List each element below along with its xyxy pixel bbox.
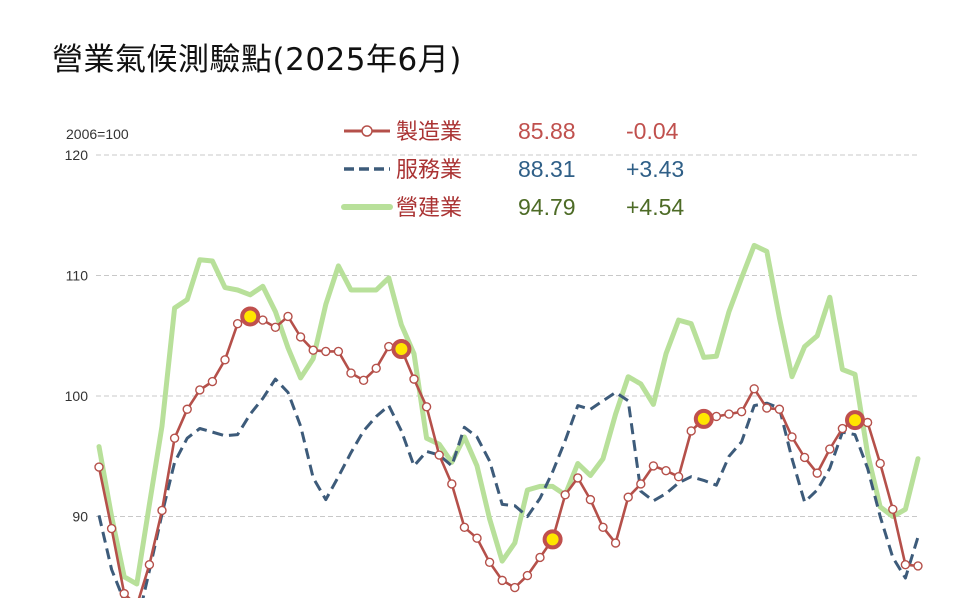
manufacturing-point (510, 582, 520, 593)
manufacturing-point (623, 492, 633, 502)
legend: 製造業 85.88 -0.04 服務業 88.31 +3.43 營建業 94.79 +4.54 (341, 118, 684, 221)
manufacturing-point (220, 355, 230, 365)
manufacturing-point (371, 363, 381, 373)
y-tick-label: 100 (65, 388, 89, 404)
manufacturing-point (585, 494, 596, 505)
manufacturing-point (283, 311, 293, 322)
manufacturing-point (913, 561, 923, 571)
y-tick-label: 120 (65, 147, 89, 163)
manufacturing-point (686, 426, 696, 436)
manufacturing-point (182, 404, 192, 414)
manufacturing-point (724, 409, 734, 419)
manufacturing-point (409, 374, 419, 384)
manufacturing-point (358, 375, 369, 386)
manufacturing-point (157, 505, 167, 516)
legend-series-change: +3.43 (626, 156, 684, 182)
manufacturing-point (648, 461, 659, 471)
manufacturing-point (636, 479, 646, 489)
manufacturing-point (169, 433, 180, 443)
manufacturing-point (598, 522, 608, 533)
manufacturing-point (497, 575, 507, 586)
manufacturing-point (661, 466, 671, 476)
y-axis-ticks: 120 110 100 90 (65, 147, 89, 525)
legend-series-change: +4.54 (626, 194, 684, 220)
manufacturing-point (195, 385, 205, 395)
manufacturing-point (270, 322, 281, 333)
manufacturing-point (799, 452, 810, 463)
manufacturing-point (837, 423, 848, 434)
gridlines (96, 154, 918, 517)
manufacturing-point (447, 479, 457, 489)
legend-series-name: 營建業 (396, 196, 462, 221)
manufacturing-point (421, 402, 432, 412)
manufacturing-point (673, 472, 684, 482)
series-layer (94, 242, 923, 598)
series-services-line (97, 377, 920, 598)
legend-series-value: 85.88 (518, 118, 576, 144)
manufacturing-point (749, 384, 759, 394)
manufacturing-point (119, 588, 129, 598)
manufacturing-point (321, 346, 331, 357)
manufacturing-point (522, 570, 533, 581)
legend-marker-manufacturing (361, 125, 373, 137)
series-construction-line (96, 242, 921, 587)
manufacturing-point (434, 450, 444, 460)
unit-label: 2006=100 (66, 126, 129, 142)
turning-point-marker (240, 306, 261, 327)
legend-series-change: -0.04 (626, 118, 679, 144)
series-manufacturing-line (97, 315, 919, 598)
y-tick-label: 90 (72, 509, 88, 525)
manufacturing-point (295, 332, 306, 342)
manufacturing-point (888, 504, 898, 514)
legend-series-name: 服務業 (396, 158, 462, 183)
manufacturing-point (573, 473, 583, 483)
manufacturing-point (774, 404, 785, 414)
manufacturing-point (308, 345, 318, 355)
turning-point-marker (542, 529, 563, 550)
manufacturing-point (610, 538, 621, 548)
manufacturing-point (787, 432, 797, 442)
y-tick-label: 110 (66, 268, 89, 284)
manufacturing-point (207, 376, 218, 387)
chart-title: 營業氣候測驗點(2025年6月) (52, 42, 462, 78)
manufacturing-point (736, 406, 747, 417)
turning-point-marker (391, 339, 412, 360)
manufacturing-point (144, 560, 155, 570)
turning-point-marker (693, 408, 714, 429)
manufacturing-point (900, 560, 911, 570)
legend-series-value: 88.31 (518, 156, 576, 182)
manufacturing-point (459, 522, 470, 533)
manufacturing-point (762, 403, 772, 413)
manufacturing-point (812, 468, 822, 478)
manufacturing-point (535, 552, 545, 563)
legend-series-name: 製造業 (396, 120, 462, 145)
manufacturing-point (560, 490, 570, 500)
manufacturing-point (106, 523, 117, 534)
legend-series-value: 94.79 (518, 194, 576, 220)
manufacturing-point (484, 557, 495, 567)
manufacturing-point (94, 462, 104, 472)
manufacturing-point (232, 319, 243, 329)
manufacturing-point (825, 444, 835, 454)
manufacturing-point (472, 533, 482, 543)
turning-point-marker (845, 410, 865, 431)
manufacturing-point (333, 346, 344, 357)
manufacturing-point (346, 368, 356, 378)
manufacturing-point (875, 458, 885, 469)
